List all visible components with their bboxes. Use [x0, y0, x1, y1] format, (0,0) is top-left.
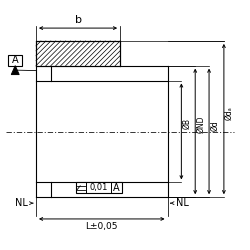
FancyBboxPatch shape — [76, 182, 122, 193]
Text: ØB: ØB — [182, 118, 191, 129]
Text: A: A — [12, 55, 18, 65]
Text: Ødₐ: Ødₐ — [225, 106, 234, 120]
Text: Ød: Ød — [210, 120, 219, 131]
Text: NL: NL — [176, 198, 189, 208]
Bar — [36, 41, 120, 66]
Text: A: A — [113, 183, 120, 193]
Text: NL: NL — [15, 198, 28, 208]
Polygon shape — [11, 66, 19, 74]
Text: ØND: ØND — [196, 115, 205, 133]
Text: L±0,05: L±0,05 — [86, 222, 118, 231]
Text: b: b — [74, 15, 82, 25]
Text: 0,01: 0,01 — [90, 183, 108, 192]
FancyBboxPatch shape — [8, 55, 22, 66]
